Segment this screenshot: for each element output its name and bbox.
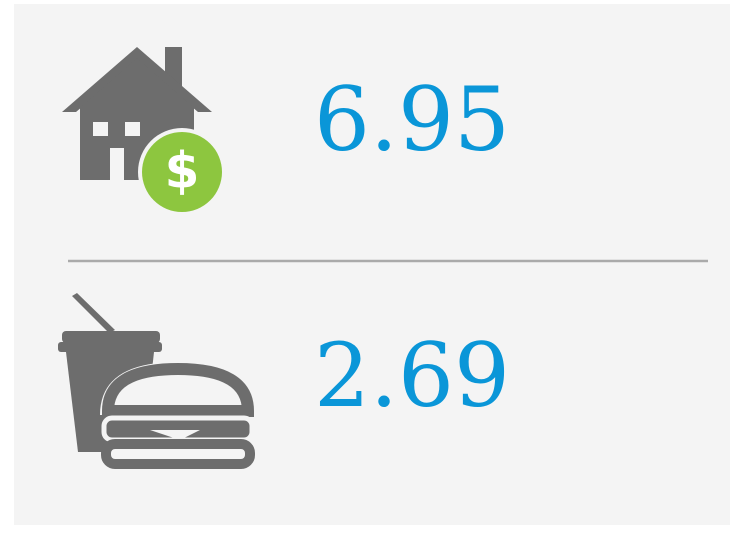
value-top: 6.95 [314,68,510,171]
value-bottom: 2.69 [314,324,510,427]
dollar-badge: $ [138,128,226,216]
food-icon [58,293,256,469]
svg-text:$: $ [165,142,200,200]
